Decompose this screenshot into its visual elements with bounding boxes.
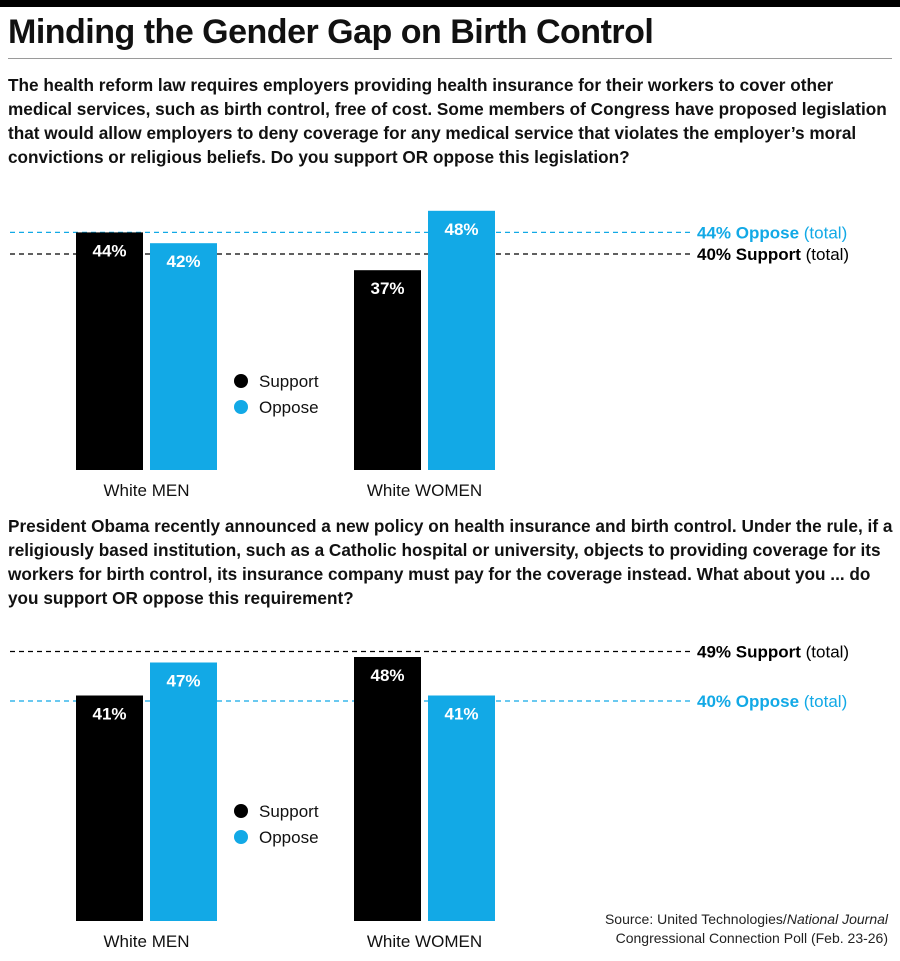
data-label-white-women-oppose: 48% <box>444 220 478 239</box>
reference-label-support: 49% Support (total) <box>697 643 849 662</box>
legend-label-support: Support <box>259 802 319 821</box>
question-2-text: President Obama recently announced a new… <box>8 516 893 608</box>
legend-label-support: Support <box>259 372 319 391</box>
question-1-text: The health reform law requires employers… <box>8 75 887 167</box>
reference-label-oppose: 40% Oppose (total) <box>697 692 847 711</box>
category-label-white-women: White WOMEN <box>367 932 482 951</box>
data-label-white-women-support: 48% <box>370 666 404 685</box>
top-rule <box>0 0 900 7</box>
category-label-white-women: White WOMEN <box>367 481 482 500</box>
data-label-white-men-support: 41% <box>92 705 126 724</box>
reference-label-oppose: 44% Oppose (total) <box>697 223 847 242</box>
source-prefix: Source: United Technologies/ <box>604 911 787 927</box>
bar-white-women-oppose <box>428 695 495 921</box>
legend-swatch-oppose <box>234 400 248 414</box>
bar-white-men-support <box>76 695 143 921</box>
legend-label-oppose: Oppose <box>259 398 319 417</box>
bar-white-women-support <box>354 657 421 921</box>
title-divider <box>8 58 892 59</box>
source-note: Source: United Technologies/National Jou… <box>605 910 888 948</box>
reference-label-support: 40% Support (total) <box>697 245 849 264</box>
bar-white-women-oppose <box>428 210 495 471</box>
source-publication: National Journal <box>786 911 888 927</box>
data-label-white-men-support: 44% <box>92 241 126 260</box>
data-label-white-women-support: 37% <box>370 279 404 298</box>
data-label-white-women-oppose: 41% <box>444 705 478 724</box>
legend-swatch-oppose <box>234 830 248 844</box>
page-title: Minding the Gender Gap on Birth Control <box>8 13 654 51</box>
category-label-white-men: White MEN <box>104 932 190 951</box>
legend-label-oppose: Oppose <box>259 828 319 847</box>
chart-1: 44% Oppose (total) 40% Support (total) 44%… <box>10 210 849 500</box>
source-line-2: Congressional Connection Poll (Feb. 23-2… <box>615 930 888 946</box>
bar-white-men-oppose <box>150 662 217 921</box>
data-label-white-men-oppose: 47% <box>166 672 200 691</box>
bar-white-men-oppose <box>150 243 217 470</box>
category-label-white-men: White MEN <box>104 481 190 500</box>
bar-white-men-support <box>76 232 143 470</box>
legend-swatch-support <box>234 804 248 818</box>
bar-white-women-support <box>354 270 421 470</box>
legend-swatch-support <box>234 374 248 388</box>
data-label-white-men-oppose: 42% <box>166 252 200 271</box>
chart-2: 49% Support (total) 40% Oppose (total) 41%… <box>10 643 849 951</box>
